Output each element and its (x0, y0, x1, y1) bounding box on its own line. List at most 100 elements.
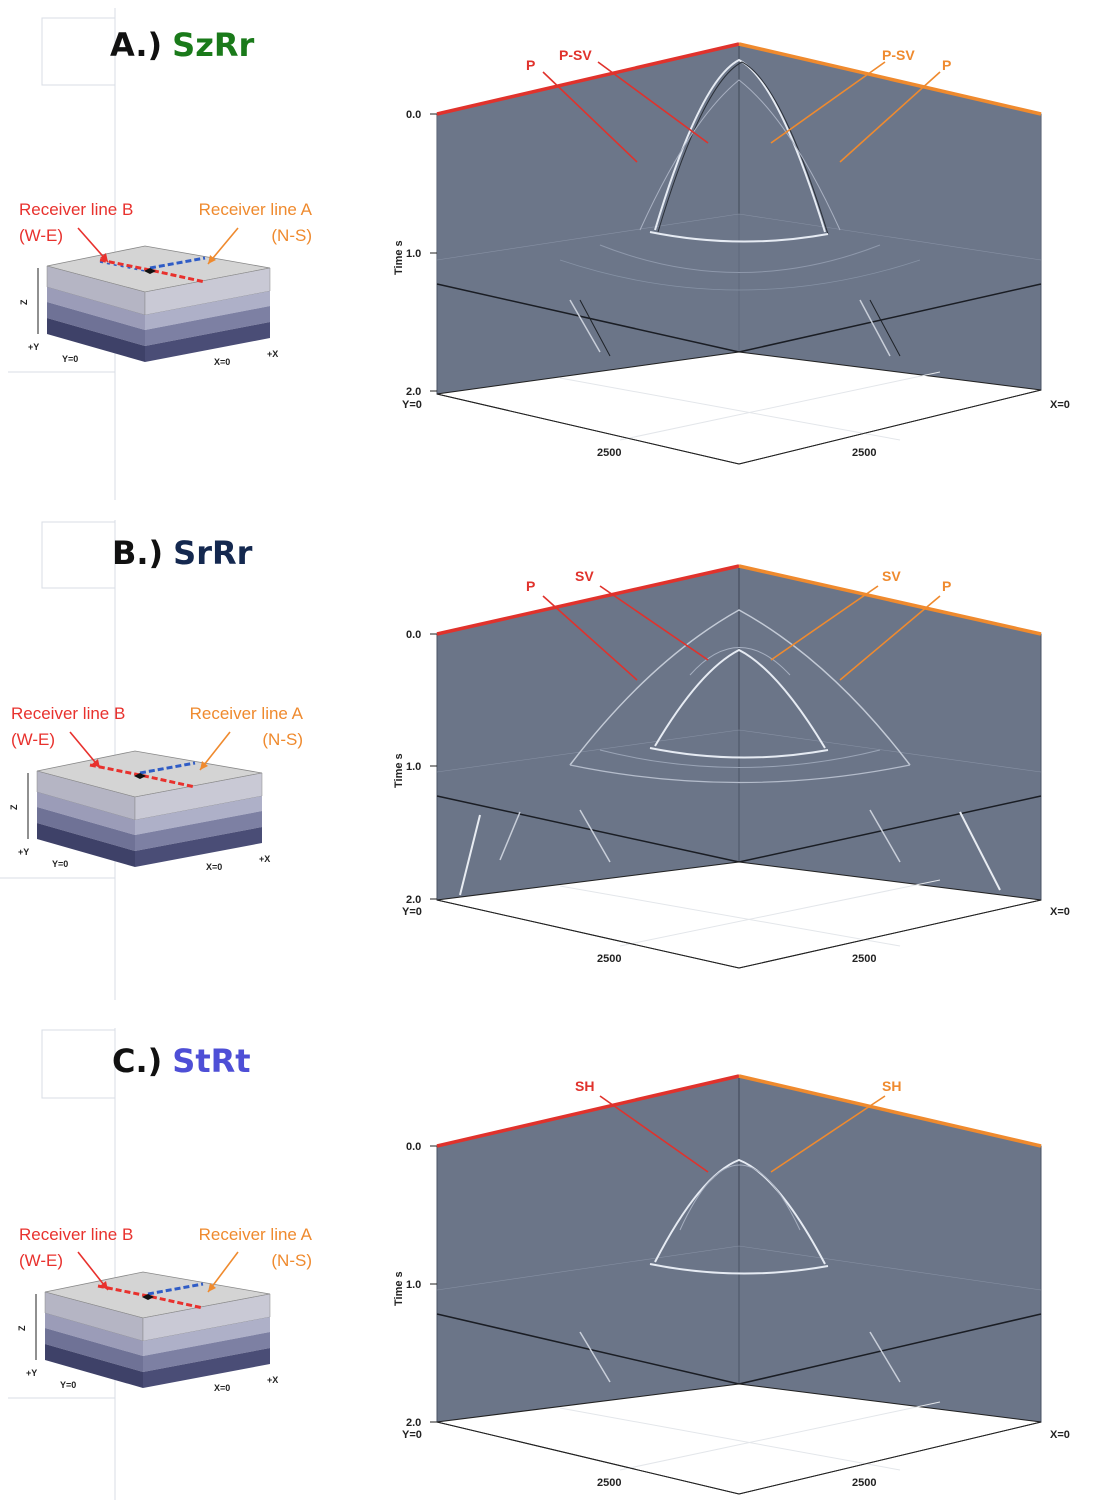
panel-title: A.) SzRr (110, 26, 254, 64)
receiver-b-line2: (W-E) (11, 730, 56, 749)
tick-label-top: 0.0 (406, 1141, 421, 1153)
panel-letter: A.) (110, 26, 163, 64)
wave-label-left-1: P (526, 578, 535, 594)
seismic-cube (430, 42, 1042, 465)
pointer-line (770, 61, 886, 144)
receiver-a-line2: (N-S) (271, 226, 312, 245)
panel-c: Z +Y Y=0 X=0 +X (0, 1000, 1114, 1500)
wave-label-right-1: SH (882, 1078, 901, 1094)
time-axis-label: Time s (393, 1271, 405, 1306)
tick-label-mid: 1.0 (406, 1279, 421, 1291)
component-name: StRt (172, 1042, 251, 1080)
seismic-cube (430, 1074, 1042, 1495)
model-plus-x-label: +X (267, 1375, 278, 1385)
receiver-a-line2: (N-S) (271, 1251, 312, 1270)
receiver-b-line1: Receiver line B (11, 704, 126, 723)
receiver-line-a-label: Receiver line A (N-S) (178, 197, 312, 249)
panel-b-figure: Z +Y Y=0 X=0 +X (0, 520, 1070, 1000)
frame-line (41, 520, 116, 589)
receiver-line-b-label: Receiver line B (W-E) (19, 1222, 133, 1274)
panel-title: B.) SrRr (112, 534, 252, 572)
panel-title: C.) StRt (112, 1042, 251, 1080)
panel-a: Z +Y Y=0 X=0 +X (0, 0, 1114, 500)
wave-label-right-1: P-SV (882, 47, 915, 63)
model-z-label: Z (9, 804, 19, 810)
receiver-b-line2: (W-E) (19, 226, 64, 245)
model-x0-label: X=0 (214, 357, 230, 367)
model-plus-x-label: +X (259, 854, 270, 864)
receiver-a-line1: Receiver line A (189, 704, 303, 723)
x0-label: X=0 (1050, 1429, 1070, 1441)
frame-line (41, 1028, 116, 1099)
distance-label-left: 2500 (597, 953, 621, 965)
distance-label-right: 2500 (852, 1477, 876, 1489)
pointer-line (542, 71, 638, 163)
model-y0-label: Y=0 (60, 1380, 76, 1390)
time-axis-label: Time s (393, 753, 405, 788)
receiver-b-line1: Receiver line B (19, 1225, 134, 1244)
earth-model (27, 750, 263, 867)
receiver-b-line1: Receiver line B (19, 200, 134, 219)
earth-model (37, 245, 271, 362)
y0-label: Y=0 (402, 399, 422, 411)
distance-label-right: 2500 (852, 953, 876, 965)
receiver-a-line1: Receiver line A (198, 200, 312, 219)
model-z-label: Z (17, 1325, 27, 1331)
panel-letter: B.) (112, 534, 164, 572)
pointer-line (599, 585, 709, 661)
component-name: SrRr (173, 534, 253, 572)
panel-a-figure: Z +Y Y=0 X=0 +X (8, 8, 1070, 500)
receiver-line-a-label: Receiver line A (N-S) (169, 701, 303, 753)
wave-label-right-2: P (942, 578, 951, 594)
panel-letter: C.) (112, 1042, 163, 1080)
tick-label-bot: 2.0 (406, 894, 421, 906)
tick-label-bot: 2.0 (406, 1417, 421, 1429)
tick-label-top: 0.0 (406, 629, 421, 641)
tick-label-bot: 2.0 (406, 386, 421, 398)
pointer-line (839, 71, 941, 163)
wave-label-left-1: SH (575, 1078, 594, 1094)
frame-line (41, 8, 116, 86)
y0-label: Y=0 (402, 1429, 422, 1441)
pointer-line (597, 61, 709, 144)
receiver-a-arrow (207, 1251, 239, 1293)
x0-label: X=0 (1050, 399, 1070, 411)
wave-label-left-2: SV (575, 568, 594, 584)
model-plus-x-label: +X (267, 349, 278, 359)
distance-label-left: 2500 (597, 447, 621, 459)
receiver-line-b-label: Receiver line B (W-E) (11, 701, 125, 753)
tick-label-mid: 1.0 (406, 761, 421, 773)
seismic-cube (430, 564, 1042, 969)
pointer-line (770, 585, 879, 661)
model-plus-y-label: +Y (18, 847, 29, 857)
pointer-line (599, 1095, 709, 1173)
tick-label-top: 0.0 (406, 109, 421, 121)
model-y0-label: Y=0 (62, 354, 78, 364)
model-plus-y-label: +Y (28, 342, 39, 352)
distance-label-left: 2500 (597, 1477, 621, 1489)
wave-label-left-2: P-SV (559, 47, 592, 63)
pointer-line (770, 1095, 886, 1173)
model-x0-label: X=0 (214, 1383, 230, 1393)
model-z-label: Z (19, 299, 29, 305)
pointer-line (542, 595, 638, 681)
time-axis-label: Time s (393, 240, 405, 275)
pointer-line (839, 595, 941, 681)
panel-c-figure: Z +Y Y=0 X=0 +X (8, 1028, 1070, 1500)
component-name: SzRr (172, 26, 255, 64)
model-y0-label: Y=0 (52, 859, 68, 869)
receiver-a-line1: Receiver line A (198, 1225, 312, 1244)
y0-label: Y=0 (402, 906, 422, 918)
x0-label: X=0 (1050, 906, 1070, 918)
wave-label-right-1: SV (882, 568, 901, 584)
receiver-a-line2: (N-S) (262, 730, 303, 749)
wave-label-left-1: P (526, 57, 535, 73)
model-plus-y-label: +Y (26, 1368, 37, 1378)
wave-label-right-2: P (942, 57, 951, 73)
distance-label-right: 2500 (852, 447, 876, 459)
receiver-b-line2: (W-E) (19, 1251, 64, 1270)
model-x0-label: X=0 (206, 862, 222, 872)
tick-label-mid: 1.0 (406, 248, 421, 260)
panel-b: Z +Y Y=0 X=0 +X (0, 500, 1114, 1000)
receiver-line-a-label: Receiver line A (N-S) (178, 1222, 312, 1274)
